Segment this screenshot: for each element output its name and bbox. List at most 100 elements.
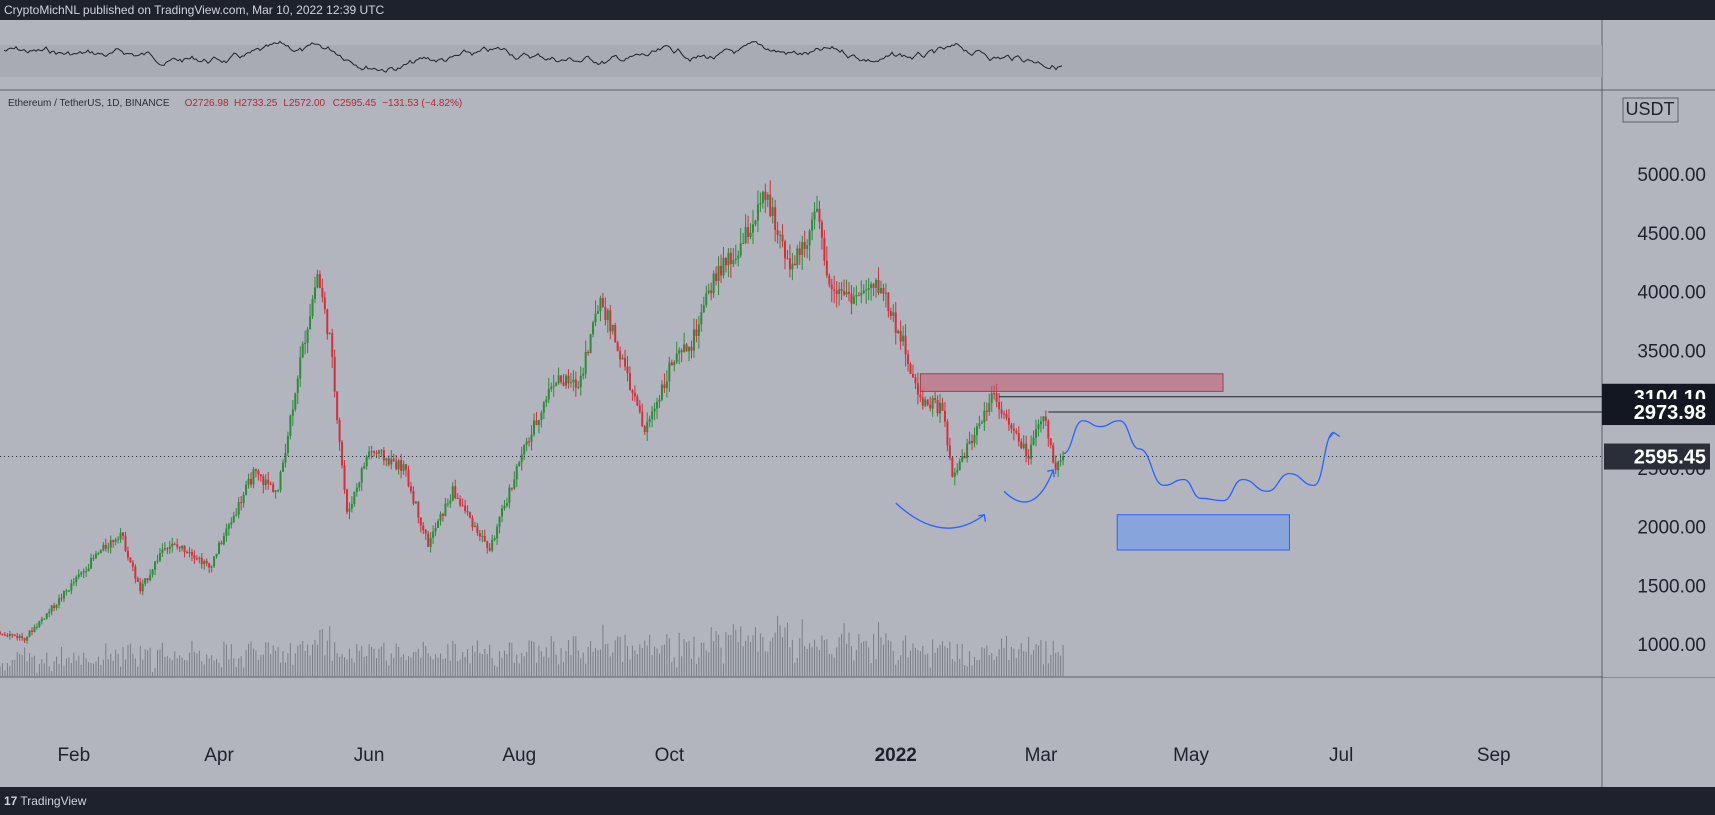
- y-tick-label: 4000.00: [1637, 283, 1706, 304]
- volume-bar: [946, 648, 948, 677]
- candle-body: [929, 404, 932, 409]
- volume-bar: [836, 647, 838, 677]
- resistance-zone[interactable]: [919, 373, 1224, 392]
- candle-body: [387, 458, 390, 465]
- candle-body: [409, 486, 412, 492]
- candle-body: [235, 514, 238, 516]
- volume-bar: [390, 653, 392, 677]
- candle-body: [220, 542, 223, 545]
- candle-body: [850, 293, 853, 304]
- candle-body: [240, 502, 243, 504]
- candle-body: [638, 405, 641, 412]
- legend-open: O2726.98: [185, 98, 229, 109]
- volume-bar: [659, 653, 661, 677]
- candle-body: [400, 460, 403, 471]
- currency-label[interactable]: USDT: [1626, 99, 1675, 119]
- volume-bar: [110, 653, 112, 677]
- candle-body: [941, 402, 944, 411]
- volume-bar: [777, 615, 779, 677]
- volume-bar: [885, 633, 887, 677]
- candle-body: [173, 543, 176, 545]
- candle-body: [843, 290, 846, 295]
- volume-bar: [299, 644, 301, 677]
- volume-bar: [19, 653, 21, 677]
- volume-bar: [287, 653, 289, 677]
- volume-bar: [334, 642, 336, 677]
- candle-body: [683, 344, 686, 353]
- price-chart[interactable]: Ethereum / TetherUS, 1D, BINANCE O2726.98…: [0, 20, 1715, 787]
- volume-bar: [38, 663, 40, 677]
- volume-bar: [722, 663, 724, 677]
- volume-bar: [277, 647, 279, 677]
- volume-bar: [545, 647, 547, 677]
- candle-body: [533, 420, 535, 435]
- candle-body: [200, 557, 203, 565]
- candle-body: [774, 207, 777, 231]
- volume-bar: [590, 641, 592, 677]
- publish-header: CryptoMichNL published on TradingView.co…: [0, 0, 1715, 20]
- volume-bar: [174, 651, 176, 677]
- volume-bar: [85, 658, 87, 677]
- candle-body: [429, 537, 432, 547]
- candle-body: [601, 298, 604, 308]
- volume-bar: [14, 659, 16, 677]
- last-price-label: 2595.45: [1634, 447, 1706, 469]
- volume-bar: [811, 647, 813, 677]
- candle-body: [971, 440, 974, 444]
- candle-body: [892, 312, 895, 316]
- volume-bar: [41, 659, 43, 677]
- candle-body: [528, 441, 531, 443]
- candle-body: [486, 541, 489, 548]
- candle-body: [523, 444, 526, 455]
- volume-bar: [88, 662, 90, 677]
- volume-bar: [629, 659, 631, 677]
- tradingview-logo[interactable]: 17 TradingView: [0, 787, 86, 815]
- candle-body: [503, 505, 506, 509]
- volume-bar: [932, 639, 934, 677]
- rebound-arrow[interactable]: [895, 502, 985, 529]
- volume-bar: [639, 644, 641, 677]
- rebound-arrow[interactable]: [1003, 469, 1054, 503]
- candle-body: [722, 257, 725, 276]
- candle-body: [313, 287, 316, 299]
- candle-body: [232, 515, 235, 523]
- candle-body: [518, 462, 521, 466]
- candle-body: [343, 465, 346, 490]
- volume-bar: [457, 661, 459, 677]
- volume-bar: [1001, 638, 1003, 677]
- candle-body: [422, 525, 425, 531]
- volume-bar: [762, 637, 764, 677]
- x-tick-label: Jul: [1329, 745, 1353, 766]
- volume-bar: [688, 641, 690, 677]
- candle-body: [299, 357, 302, 379]
- volume-bar: [558, 664, 560, 677]
- y-tick-label: 1000.00: [1637, 635, 1706, 656]
- volume-bar: [745, 640, 747, 677]
- legend-low: L2572.00: [283, 98, 325, 109]
- candle-body: [793, 263, 796, 266]
- candle-body: [464, 505, 467, 512]
- volume-bar: [850, 646, 852, 677]
- volume-bar: [21, 654, 23, 677]
- support-zone[interactable]: [1116, 514, 1290, 551]
- volume-bar: [922, 645, 924, 677]
- volume-bar: [439, 653, 441, 677]
- oscillator-line: [3, 40, 1063, 73]
- candle-body: [476, 525, 479, 534]
- volume-bar: [998, 649, 1000, 677]
- forecast-path[interactable]: [1062, 420, 1335, 502]
- candle-body: [321, 288, 324, 298]
- candle-body: [402, 464, 405, 471]
- candle-body: [171, 543, 174, 547]
- candle-body: [373, 451, 376, 453]
- volume-bar: [912, 643, 914, 677]
- candle-body: [21, 636, 24, 639]
- volume-bar: [56, 656, 58, 677]
- volume-bar: [838, 637, 840, 677]
- tradingview-logo-icon: 17: [4, 794, 18, 808]
- candle-body: [441, 514, 444, 516]
- volume-bar: [496, 666, 498, 677]
- candle-body: [62, 591, 65, 599]
- volume-bar: [452, 641, 454, 677]
- candle-body: [245, 484, 248, 495]
